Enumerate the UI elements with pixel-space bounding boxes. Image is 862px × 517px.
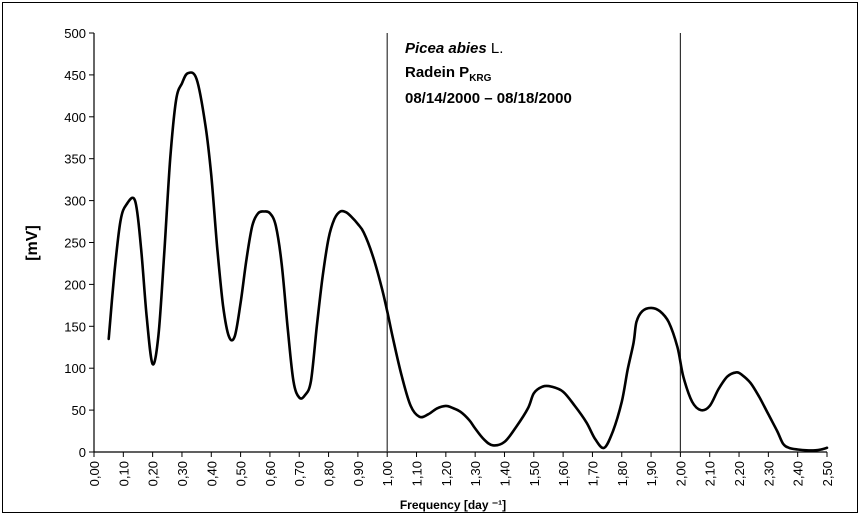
x-tick-label: 0,00 bbox=[87, 461, 102, 486]
x-tick-label: 0,20 bbox=[146, 461, 161, 486]
x-tick-label: 1,50 bbox=[527, 461, 542, 486]
y-ticks: 0 50 100 150 200 250 300 350 400 450 500 bbox=[64, 26, 94, 460]
x-tick-label: 1,10 bbox=[410, 461, 425, 486]
x-tick-label: 0,70 bbox=[292, 461, 307, 486]
series-line bbox=[107, 71, 829, 452]
x-tick-label: 1,30 bbox=[468, 461, 483, 486]
annotation-species-line: Picea abies L. bbox=[405, 40, 503, 57]
y-tick-label: 50 bbox=[72, 403, 86, 418]
x-tick-label: 1,40 bbox=[497, 461, 512, 486]
annotation-site-line: Radein PKRG bbox=[405, 64, 492, 84]
x-tick-label: 2,40 bbox=[791, 461, 806, 486]
x-tick-label: 0,80 bbox=[322, 461, 337, 486]
y-tick-label: 500 bbox=[64, 26, 86, 41]
x-tick-label: 0,50 bbox=[234, 461, 249, 486]
y-tick-label: 300 bbox=[64, 194, 86, 209]
annotation-species: Picea abies bbox=[405, 40, 487, 57]
y-axis-label: [mV] bbox=[24, 225, 41, 261]
annotation-site-sub: KRG bbox=[469, 73, 491, 84]
x-tick-label: 2,30 bbox=[761, 461, 776, 486]
x-tick-label: 2,10 bbox=[703, 461, 718, 486]
x-tick-label: 0,40 bbox=[204, 461, 219, 486]
y-tick-label: 250 bbox=[64, 236, 86, 251]
x-tick-label: 1,00 bbox=[380, 461, 395, 486]
annotation: Picea abies L. Radein PKRG 08/14/2000 – … bbox=[405, 40, 572, 107]
y-tick-label: 450 bbox=[64, 68, 86, 83]
x-tick-label: 0,10 bbox=[116, 461, 131, 486]
x-tick-label: 2,20 bbox=[732, 461, 747, 486]
x-tick-label: 2,00 bbox=[673, 461, 688, 486]
annotation-species-suffix: L. bbox=[487, 40, 504, 57]
x-ticks: 0,00 0,10 0,20 0,30 0,40 0,50 0,60 0,70 0,80 0,90… bbox=[87, 452, 835, 486]
x-tick-label: 0,60 bbox=[263, 461, 278, 486]
x-axis-label: Frequency [day ⁻¹] bbox=[400, 498, 506, 512]
x-tick-label: 0,90 bbox=[351, 461, 366, 486]
y-tick-label: 100 bbox=[64, 361, 86, 376]
x-tick-label: 1,80 bbox=[615, 461, 630, 486]
y-tick-label: 350 bbox=[64, 152, 86, 167]
annotation-date-range: 08/14/2000 – 08/18/2000 bbox=[405, 90, 572, 107]
y-tick-label: 400 bbox=[64, 110, 86, 125]
y-tick-label: 150 bbox=[64, 319, 86, 334]
annotation-site: Radein P bbox=[405, 64, 469, 81]
x-tick-label: 2,50 bbox=[820, 461, 835, 486]
y-tick-label: 0 bbox=[79, 445, 86, 460]
y-tick-label: 200 bbox=[64, 277, 86, 292]
vertical-reference-lines bbox=[386, 33, 682, 452]
x-tick-label: 1,60 bbox=[556, 461, 571, 486]
x-tick-label: 1,90 bbox=[644, 461, 659, 486]
x-tick-label: 0,30 bbox=[175, 461, 190, 486]
x-tick-label: 1,20 bbox=[439, 461, 454, 486]
x-tick-label: 1,70 bbox=[585, 461, 600, 486]
